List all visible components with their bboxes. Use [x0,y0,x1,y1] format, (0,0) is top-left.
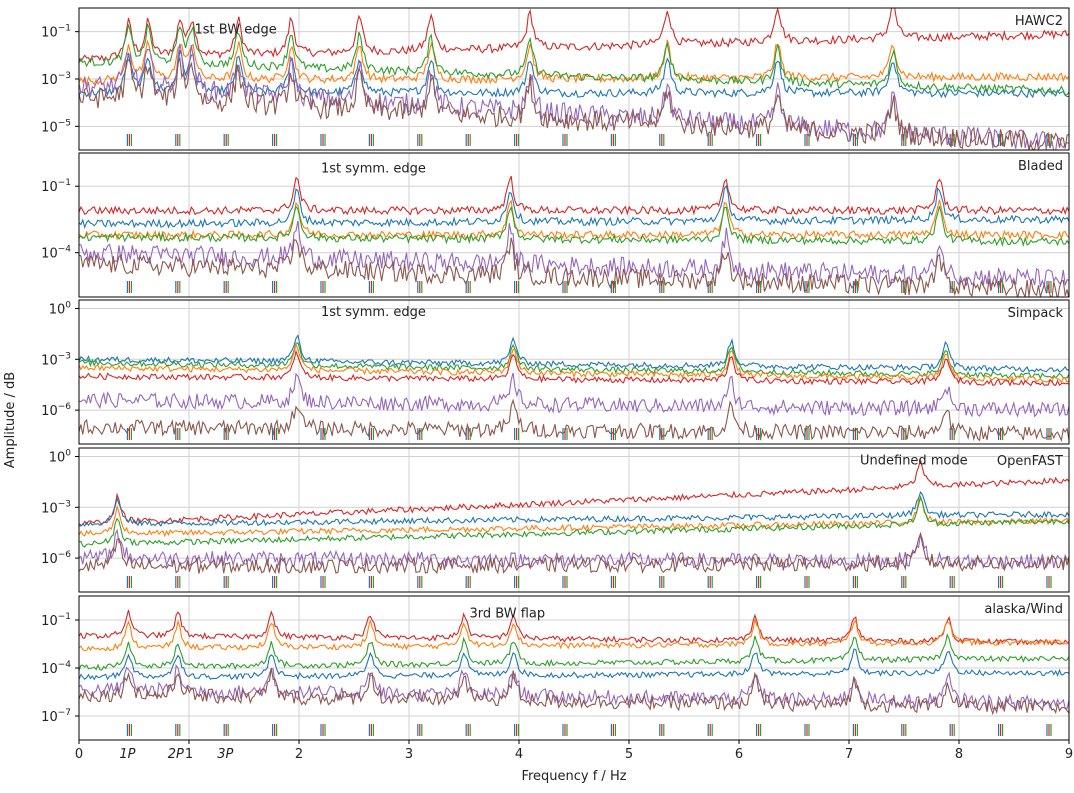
panel-frame [78,299,1070,445]
series-line-2ca02c [79,23,1069,96]
panel-name: Simpack [1008,306,1064,321]
harmonic-label: 1P [119,747,135,762]
y-tick-label: 10−1 [41,178,71,195]
y-tick-label: 10−7 [41,708,71,725]
series-line-d62728 [79,459,1069,526]
y-tick-label: 10−1 [41,24,71,41]
series-line-d62728 [79,349,1069,387]
panel-name: HAWC2 [1015,14,1063,29]
series-line-1f77b4 [79,648,1069,681]
x-tick-label: 4 [515,747,523,762]
y-tick-label: 10−5 [41,118,71,135]
x-tick-label: 3 [405,747,413,762]
y-tick-label: 10−4 [41,245,71,262]
x-axis-label: Frequency f / Hz [521,769,626,784]
y-tick-label: 10−1 [41,612,71,629]
series-line-2ca02c [79,633,1069,671]
y-tick-label: 10−3 [41,71,71,88]
x-axis: 0 1 2 3 4 5 6 7 8 9 1P 2P 3P [75,740,1073,762]
series-line-2ca02c [79,494,1069,548]
annotation-text: 1st BW edge [195,22,277,37]
panels: 10−5 10−3 10−1 HAWC2 1st BW edge 10−4 10−1 Blad… [41,7,1070,741]
panel-name: alaska/Wind [984,602,1063,617]
panel-name: OpenFAST [997,454,1063,469]
y-tick-label: 100 [49,300,72,317]
panel-1: 10−4 10−1 Bladed 1st symm. edge [41,152,1070,298]
panel-2: 10−6 10−3 100 Simpack 1st symm. edge [41,299,1070,445]
series-line-ff7f0e [79,619,1069,652]
series-line-ff7f0e [79,342,1069,384]
x-tick-label: 8 [955,747,963,762]
harmonic-label: 2P [168,747,184,762]
series-line-8c564b [79,237,1069,297]
y-tick-label: 100 [49,448,72,465]
panel-3: 10−6 10−3 100 OpenFAST Undefined mode [41,447,1070,593]
annotation-text: 1st symm. edge [321,162,426,177]
y-tick-label: 10−6 [41,550,71,567]
series-line-8c564b [79,668,1069,716]
panel-0: 10−5 10−3 10−1 HAWC2 1st BW edge [41,7,1070,151]
series-line-1f77b4 [79,184,1069,230]
series-line-ff7f0e [79,498,1069,538]
series-line-1f77b4 [79,50,1069,99]
series-line-ff7f0e [79,199,1069,241]
y-tick-label: 10−4 [41,660,71,677]
annotation-text: 1st symm. edge [321,305,426,320]
series-line-1f77b4 [79,334,1069,373]
series-line-2ca02c [79,205,1069,248]
x-tick-label: 9 [1065,747,1073,762]
panel-frame [78,447,1070,593]
y-tick-label: 10−6 [41,402,71,419]
series-line-9467bd [79,220,1069,288]
x-tick-label: 5 [625,747,633,762]
series-line-d62728 [79,609,1069,646]
x-tick-label: 0 [75,747,83,762]
x-tick-label: 2 [295,747,303,762]
series-line-9467bd [79,372,1069,418]
harmonic-label: 3P [217,747,233,762]
series-line-8c564b [79,398,1069,443]
annotation-text: Undefined mode [860,454,968,469]
annotation-text: 3rd BW flap [470,607,546,622]
series-line-ff7f0e [79,39,1069,87]
series-line-9467bd [79,43,1069,150]
x-tick-label: 1 [185,747,193,762]
x-tick-label: 6 [735,747,743,762]
panel-4: 10−7 10−4 10−1 alaska/Wind 3rd BW flap [41,595,1070,741]
panel-name: Bladed [1018,159,1063,174]
series-line-d62728 [79,8,1069,64]
series-line-1f77b4 [79,490,1069,527]
series-line-8c564b [79,531,1069,575]
y-tick-label: 10−3 [41,499,71,516]
y-axis-label: Amplitude / dB [3,372,18,468]
series-line-d62728 [79,175,1069,216]
y-tick-label: 10−3 [41,351,71,368]
panel-frame [78,152,1070,298]
series-line-2ca02c [79,342,1069,380]
x-tick-label: 7 [845,747,853,762]
